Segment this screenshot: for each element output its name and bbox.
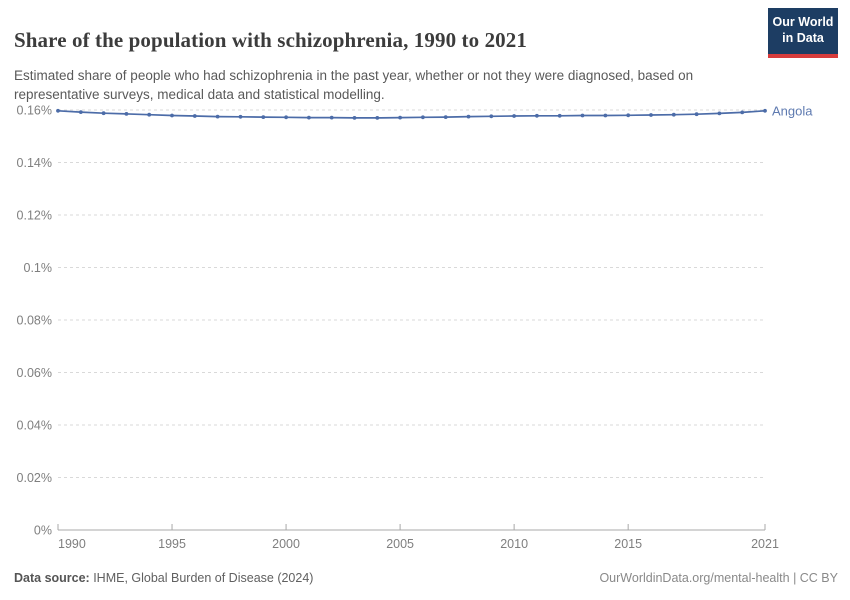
data-point[interactable]	[375, 116, 380, 120]
chart-footer: Data source: IHME, Global Burden of Dise…	[14, 569, 838, 587]
data-point[interactable]	[649, 113, 653, 117]
owid-logo-line2: in Data	[782, 31, 824, 45]
owid-citation-link[interactable]: OurWorldinData.org/mental-health | CC BY	[599, 571, 838, 585]
owid-logo[interactable]: Our World in Data	[768, 8, 838, 58]
data-point[interactable]	[535, 113, 539, 118]
x-tick-label: 2010	[500, 537, 528, 551]
data-source: Data source: IHME, Global Burden of Dise…	[14, 571, 313, 585]
owid-logo-line1: Our World	[772, 15, 834, 30]
data-point[interactable]	[170, 113, 174, 118]
page-subtitle: Estimated share of people who had schizo…	[14, 67, 694, 102]
data-point[interactable]	[512, 114, 516, 118]
data-point[interactable]	[763, 108, 767, 113]
y-tick-label: 0.14%	[17, 156, 52, 170]
data-point[interactable]	[124, 112, 129, 116]
x-tick-label: 1990	[58, 537, 86, 551]
y-tick-label: 0.02%	[17, 471, 52, 485]
data-point[interactable]	[603, 113, 608, 118]
x-tick-label: 2005	[386, 537, 414, 551]
y-tick-label: 0.12%	[17, 209, 52, 223]
data-point[interactable]	[307, 115, 311, 120]
data-point[interactable]	[489, 114, 494, 119]
data-point[interactable]	[466, 114, 471, 119]
data-point[interactable]	[261, 115, 266, 119]
data-point[interactable]	[557, 113, 562, 118]
page-title: Share of the population with schizophren…	[14, 28, 527, 53]
data-point[interactable]	[398, 115, 402, 120]
data-point[interactable]	[78, 110, 83, 114]
y-tick-label: 0.06%	[17, 366, 52, 380]
x-tick-label: 1995	[158, 537, 186, 551]
data-point[interactable]	[101, 111, 106, 116]
data-point[interactable]	[740, 110, 745, 115]
entity-label[interactable]: Angola	[772, 103, 813, 118]
x-tick-label: 2021	[751, 537, 779, 551]
data-point[interactable]	[238, 114, 243, 119]
data-point[interactable]	[421, 115, 425, 120]
data-point[interactable]	[443, 115, 448, 119]
y-tick-label: 0.04%	[17, 419, 52, 433]
data-point[interactable]	[329, 115, 334, 120]
data-source-value: IHME, Global Burden of Disease (2024)	[89, 571, 314, 585]
data-point[interactable]	[352, 116, 357, 120]
y-tick-label: 0.1%	[24, 261, 53, 275]
data-point[interactable]	[215, 114, 220, 119]
data-point[interactable]	[147, 112, 152, 117]
data-source-label: Data source:	[14, 571, 90, 585]
x-tick-label: 2015	[614, 537, 642, 551]
series-line-angola[interactable]	[57, 109, 766, 119]
data-point[interactable]	[671, 112, 676, 117]
y-tick-label: 0.16%	[17, 104, 52, 118]
data-point[interactable]	[626, 113, 631, 118]
y-tick-label: 0%	[34, 524, 52, 538]
data-point[interactable]	[694, 112, 699, 117]
data-point[interactable]	[56, 108, 60, 113]
x-tick-label: 2000	[272, 537, 300, 551]
data-point[interactable]	[192, 114, 197, 118]
y-tick-label: 0.08%	[17, 314, 52, 328]
data-point[interactable]	[717, 111, 722, 116]
data-point[interactable]	[284, 115, 288, 120]
data-point[interactable]	[580, 113, 585, 118]
